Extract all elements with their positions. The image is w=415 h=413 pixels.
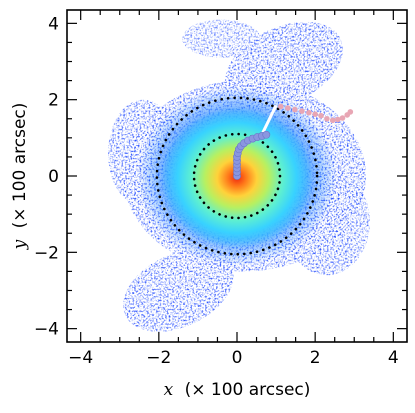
tracks <box>233 103 354 180</box>
y-axis-title: y (× 100 arcsec) <box>10 103 30 251</box>
pink-track-point <box>329 117 336 124</box>
pink-track-point <box>324 115 330 122</box>
top-wisp <box>182 19 261 58</box>
blue-track-point <box>262 130 271 139</box>
pink-track-point <box>299 108 305 114</box>
axis-tick-labels: −4 −2 0 2 4 −4 −2 0 2 4 <box>34 14 399 368</box>
y-tick-label: 0 <box>48 167 59 187</box>
track-line <box>259 104 278 137</box>
pink-track-point <box>285 105 291 111</box>
pink-track-point <box>312 111 318 117</box>
axis-ticks <box>67 10 407 342</box>
x-tick-label: 2 <box>310 348 321 368</box>
y-tick-label: 4 <box>48 14 59 34</box>
plot-area <box>108 19 370 332</box>
pink-track-point <box>347 109 354 115</box>
x-tick-label: 4 <box>388 348 399 368</box>
y-axis-variable: y <box>10 239 30 250</box>
circle-r2 <box>155 96 319 256</box>
pink-track-point <box>318 112 324 119</box>
x-tick-label: −2 <box>146 348 171 368</box>
pink-track-point <box>292 106 298 113</box>
x-tick-label: −4 <box>68 348 93 368</box>
pink-track-point <box>339 115 346 121</box>
x-axis-title: x (× 100 arcsec) <box>164 380 311 400</box>
x-axis-variable: x <box>164 380 174 400</box>
pink-track-point <box>277 103 284 110</box>
y-axis-units: (× 100 arcsec) <box>10 103 30 229</box>
y-tick-label: 2 <box>48 91 59 111</box>
pink-track-point <box>306 109 312 116</box>
pink-track-point <box>335 116 341 123</box>
x-tick-label: 0 <box>232 348 243 368</box>
reference-circles <box>155 96 319 256</box>
y-tick-label: −2 <box>34 243 59 263</box>
x-axis-units: (× 100 arcsec) <box>185 380 311 400</box>
circle-r1 <box>192 132 282 220</box>
lower-arm <box>123 249 234 332</box>
y-tick-label: −4 <box>34 320 59 340</box>
